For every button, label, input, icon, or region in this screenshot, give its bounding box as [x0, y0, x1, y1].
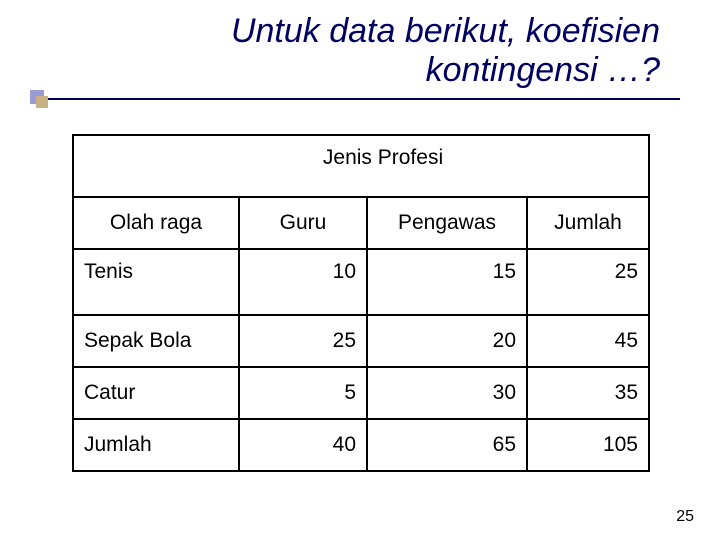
cell-value: 20	[367, 315, 527, 367]
title-line-2: kontingensi …?	[0, 51, 660, 90]
row-label-total: Jumlah	[73, 419, 239, 471]
cell-value: 10	[239, 249, 367, 315]
corner-square-icon	[36, 96, 48, 108]
cell-value: 25	[239, 315, 367, 367]
cell-value: 40	[239, 419, 367, 471]
cell-value: 15	[367, 249, 527, 315]
cell-value: 35	[527, 367, 649, 419]
cell-value: 45	[527, 315, 649, 367]
column-header-pengawas: Pengawas	[367, 197, 527, 249]
column-header-olahraga: Olah raga	[73, 197, 239, 249]
cell-value: 65	[367, 419, 527, 471]
table-cell-blank	[527, 135, 649, 197]
corner-decoration	[30, 90, 48, 108]
data-table: Jenis Profesi Olah raga Guru Pengawas Ju…	[72, 134, 648, 472]
table-superheader: Jenis Profesi	[239, 135, 527, 197]
cell-value: 105	[527, 419, 649, 471]
row-label: Sepak Bola	[73, 315, 239, 367]
page-number: 25	[676, 508, 694, 526]
cell-value: 25	[527, 249, 649, 315]
column-header-jumlah: Jumlah	[527, 197, 649, 249]
title-line-1: Untuk data berikut, koefisien	[0, 12, 660, 51]
row-label: Catur	[73, 367, 239, 419]
table-cell-blank	[73, 135, 239, 197]
row-label: Tenis	[73, 249, 239, 315]
slide-title: Untuk data berikut, koefisien kontingens…	[0, 12, 720, 90]
title-underline	[38, 98, 680, 100]
cell-value: 5	[239, 367, 367, 419]
column-header-guru: Guru	[239, 197, 367, 249]
cell-value: 30	[367, 367, 527, 419]
